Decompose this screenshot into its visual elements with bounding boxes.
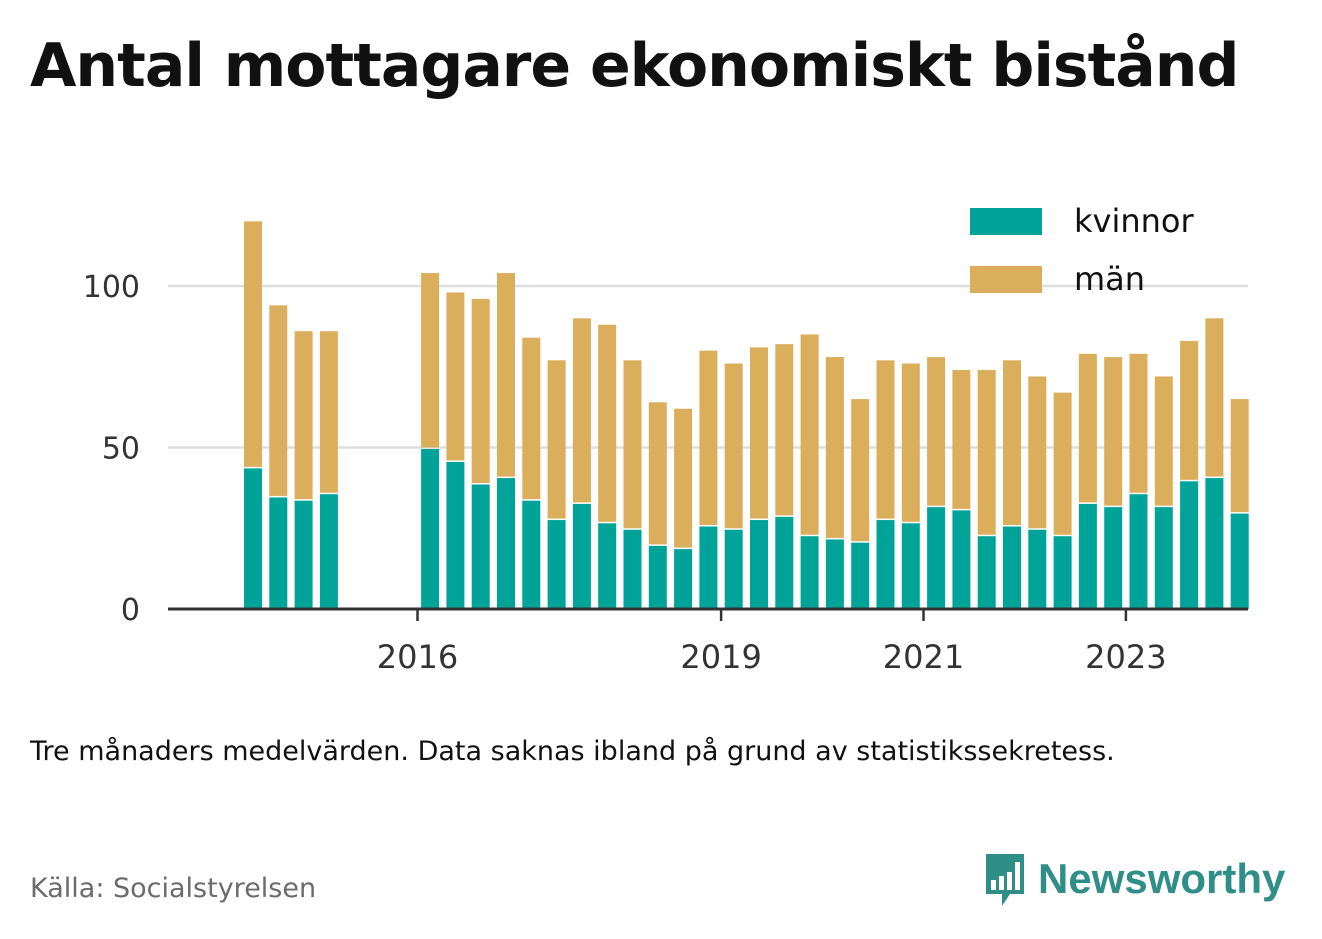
bar-kvinnor <box>1104 507 1123 609</box>
bar-man <box>1078 353 1097 503</box>
legend-label-kvinnor: kvinnor <box>1074 202 1195 240</box>
bar-man <box>876 360 895 519</box>
bar-kvinnor <box>952 510 971 609</box>
bar-man <box>1205 318 1224 477</box>
bar-kvinnor <box>1230 513 1249 609</box>
stacked-bar-chart: 0 50 100 2016 2019 2021 2023 kvinnor män <box>83 202 1249 676</box>
bar-kvinnor <box>497 478 515 609</box>
legend: kvinnor män <box>970 202 1195 298</box>
bar-man <box>572 318 591 503</box>
legend-swatch-man <box>970 266 1042 293</box>
x-tick-label: 2021 <box>883 638 964 676</box>
bar-man <box>294 331 313 500</box>
bar-man <box>750 347 768 519</box>
bar-kvinnor <box>269 497 288 609</box>
bar-kvinnor <box>800 536 819 609</box>
chart-title: Antal mottagare ekonomiskt bistånd <box>30 31 1239 101</box>
newsworthy-logo[interactable]: Newsworthy <box>982 850 1285 908</box>
y-tick-label: 50 <box>102 432 140 467</box>
y-tick-label: 0 <box>121 593 140 628</box>
bar-kvinnor <box>977 536 996 609</box>
bar-man <box>800 334 819 535</box>
bar-kvinnor <box>1180 481 1199 609</box>
bar-kvinnor <box>471 484 490 609</box>
bar-man <box>851 399 870 542</box>
bar-man <box>1003 360 1021 526</box>
bar-man <box>724 363 743 529</box>
bar-kvinnor <box>421 449 440 609</box>
bar-man <box>1104 357 1123 506</box>
bar-kvinnor <box>876 520 895 609</box>
bar-kvinnor <box>699 526 718 609</box>
bar-man <box>446 292 465 461</box>
bar-man <box>1053 392 1072 535</box>
bar-man <box>1154 376 1173 506</box>
bar-kvinnor <box>1205 478 1224 609</box>
bar-kvinnor <box>1053 536 1072 609</box>
x-axis: 2016 2019 2021 2023 <box>168 607 1248 676</box>
x-tick-label: 2019 <box>680 638 761 676</box>
bar-kvinnor <box>1154 507 1173 609</box>
bar-man <box>648 402 667 545</box>
bar-man <box>1129 353 1148 493</box>
bar-kvinnor <box>623 529 642 609</box>
bar-kvinnor <box>851 542 870 609</box>
y-tick-label: 100 <box>83 270 140 305</box>
bar-man <box>497 273 515 477</box>
chart-note: Tre månaders medelvärden. Data saknas ib… <box>30 736 1115 767</box>
brand-name: Newsworthy <box>1038 855 1286 902</box>
bar-man <box>244 221 262 467</box>
bar-kvinnor <box>825 539 844 609</box>
chat-bar-chart-icon <box>986 854 1024 906</box>
bar-man <box>825 357 844 538</box>
bar-man <box>775 344 794 516</box>
source-credit: Källa: Socialstyrelsen <box>30 873 317 904</box>
x-tick-label: 2023 <box>1085 638 1166 676</box>
bar-kvinnor <box>724 529 743 609</box>
bar-man <box>471 298 490 484</box>
bar-kvinnor <box>319 494 338 609</box>
x-tick-label: 2016 <box>377 638 458 676</box>
bar-man <box>977 369 996 535</box>
bar-kvinnor <box>547 520 566 609</box>
bar-kvinnor <box>446 461 465 609</box>
bar-man <box>901 363 920 522</box>
bar-man <box>421 273 440 448</box>
bar-kvinnor <box>674 549 693 609</box>
bar-man <box>927 357 946 506</box>
bar-kvinnor <box>294 500 313 609</box>
y-axis-ticks: 0 50 100 <box>83 270 140 628</box>
bar-man <box>699 350 718 526</box>
bar-man <box>674 408 693 548</box>
legend-label-man: män <box>1074 260 1145 298</box>
bar-man <box>319 331 338 493</box>
bar-man <box>547 360 566 519</box>
bar-kvinnor <box>927 507 946 609</box>
bar-man <box>1028 376 1047 529</box>
bar-kvinnor <box>598 523 617 609</box>
bar-kvinnor <box>1078 503 1097 609</box>
bar-kvinnor <box>750 520 768 609</box>
bar-kvinnor <box>648 545 667 609</box>
bar-kvinnor <box>572 503 591 609</box>
bar-man <box>269 305 288 496</box>
bar-kvinnor <box>775 516 794 609</box>
bar-man <box>522 337 541 500</box>
legend-swatch-kvinnor <box>970 208 1042 235</box>
bar-man <box>1180 340 1199 480</box>
bar-man <box>623 360 642 529</box>
bar-kvinnor <box>1003 526 1021 609</box>
bar-kvinnor <box>244 468 262 609</box>
bar-kvinnor <box>1129 494 1148 609</box>
bar-kvinnor <box>522 500 541 609</box>
bar-man <box>952 369 971 509</box>
bar-man <box>1230 399 1249 513</box>
bar-man <box>598 324 617 522</box>
bar-kvinnor <box>1028 529 1047 609</box>
bars <box>244 221 1249 609</box>
bar-kvinnor <box>901 523 920 609</box>
